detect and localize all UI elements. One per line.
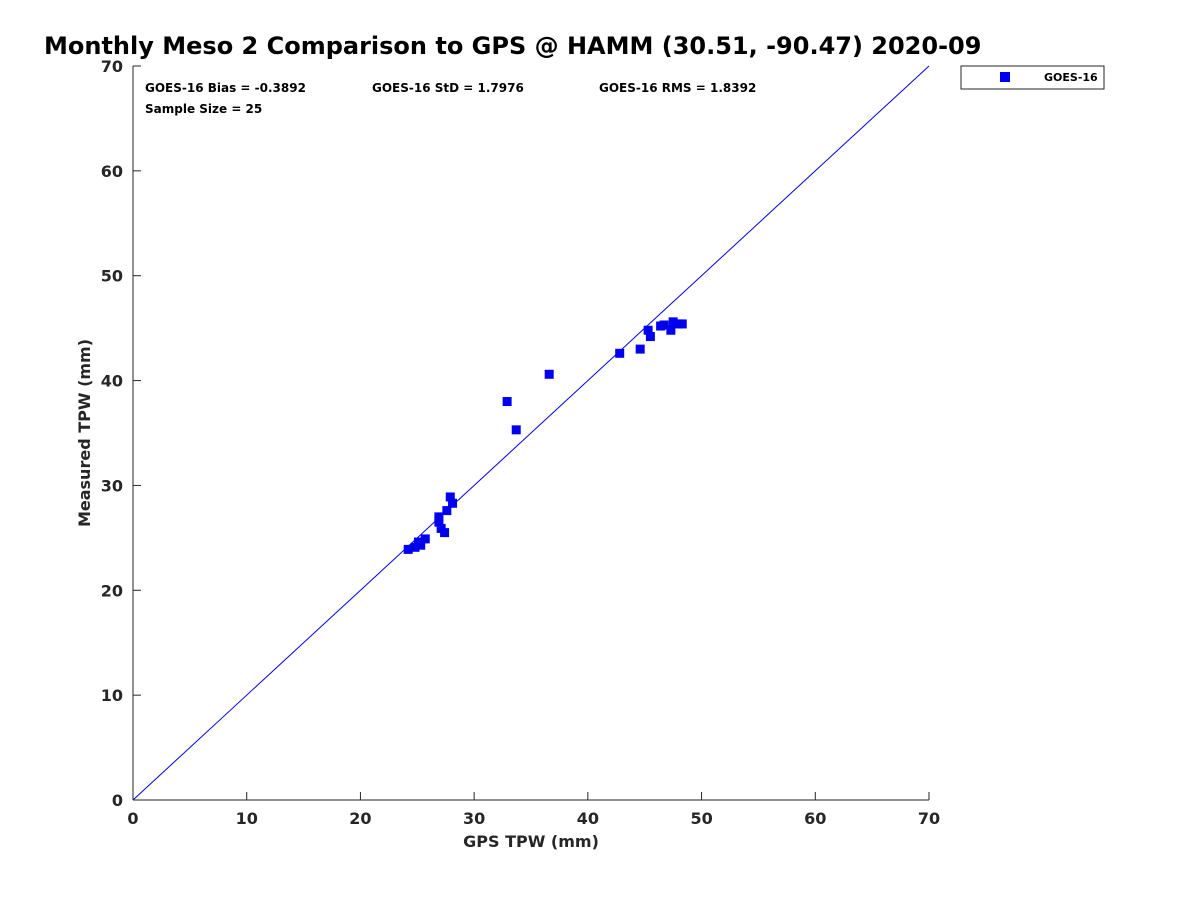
data-point xyxy=(502,397,512,407)
data-point xyxy=(442,506,452,516)
x-axis-ticks: 0 10 20 30 40 50 60 70 xyxy=(127,792,940,828)
rms-stat: GOES-16 RMS = 1.8392 xyxy=(599,81,756,95)
legend: GOES-16 xyxy=(960,65,1105,90)
x-axis-label: GPS TPW (mm) xyxy=(463,832,599,851)
data-point xyxy=(440,528,450,538)
data-point xyxy=(645,332,655,342)
plot-axes xyxy=(132,66,929,801)
data-point xyxy=(615,348,625,358)
data-point xyxy=(420,534,430,544)
sample-size-stat: Sample Size = 25 xyxy=(145,102,262,116)
y-axis-label: Measured TPW (mm) xyxy=(75,339,94,527)
y-tick-label: 40 xyxy=(101,372,123,391)
x-tick-label: 0 xyxy=(127,809,138,828)
one-to-one-line xyxy=(132,65,930,801)
y-axis-ticks: 0 10 20 30 40 50 60 70 xyxy=(101,57,141,810)
stats-annotations: GOES-16 Bias = -0.3892 GOES-16 StD = 1.7… xyxy=(145,81,756,116)
x-tick-label: 10 xyxy=(236,809,258,828)
data-point xyxy=(677,319,687,329)
x-tick-label: 50 xyxy=(690,809,712,828)
data-point xyxy=(666,325,676,335)
y-tick-label: 50 xyxy=(101,267,123,286)
data-point xyxy=(544,369,554,379)
x-tick-label: 30 xyxy=(463,809,485,828)
data-point xyxy=(410,542,420,552)
data-point xyxy=(434,517,444,527)
bias-stat: GOES-16 Bias = -0.3892 xyxy=(145,81,306,95)
data-point xyxy=(403,544,413,554)
y-tick-label: 60 xyxy=(101,162,123,181)
data-point xyxy=(668,317,678,327)
data-points xyxy=(403,317,687,554)
data-point xyxy=(511,425,521,435)
y-tick-label: 10 xyxy=(101,686,123,705)
data-point xyxy=(643,325,653,335)
y-tick-label: 70 xyxy=(101,57,123,76)
data-point xyxy=(445,492,455,502)
legend-box xyxy=(960,65,1105,90)
legend-label: GOES-16 xyxy=(1044,71,1098,84)
y-tick-label: 20 xyxy=(101,581,123,600)
data-point xyxy=(659,320,669,330)
std-stat: GOES-16 StD = 1.7976 xyxy=(372,81,524,95)
data-point xyxy=(416,540,426,550)
legend-marker xyxy=(1000,72,1010,82)
data-point xyxy=(635,344,645,354)
x-tick-label: 70 xyxy=(918,809,940,828)
x-tick-label: 60 xyxy=(804,809,826,828)
x-tick-label: 20 xyxy=(349,809,371,828)
x-tick-label: 40 xyxy=(577,809,599,828)
y-tick-label: 0 xyxy=(112,791,123,810)
chart-title: Monthly Meso 2 Comparison to GPS @ HAMM … xyxy=(44,32,981,60)
y-tick-label: 30 xyxy=(101,476,123,495)
data-point xyxy=(434,512,444,522)
data-point xyxy=(448,498,458,508)
